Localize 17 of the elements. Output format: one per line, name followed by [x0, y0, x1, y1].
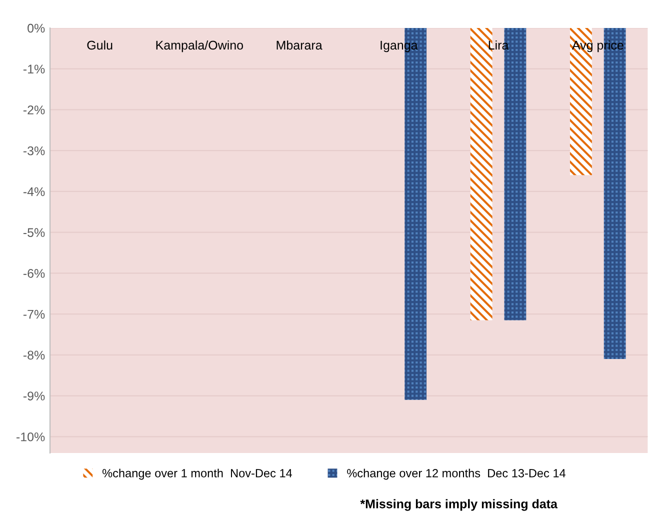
y-tick-label: -5% [23, 228, 45, 237]
legend-label: %change over 1 month Nov-Dec 14 [102, 468, 292, 480]
x-tick-label: Mbarara [276, 40, 322, 50]
y-tick-label: -2% [23, 106, 45, 114]
y-tick-label: -7% [23, 310, 45, 319]
legend-label: %change over 12 months Dec 13-Dec 14 [347, 468, 566, 480]
y-tick-label: -1% [23, 64, 45, 74]
y-tick-label: -9% [23, 392, 45, 400]
text: *Missing bars imply missing data [360, 499, 558, 511]
y-tick-label: 0% [28, 24, 45, 33]
y-tick-label: -4% [23, 187, 45, 196]
y-tick-label: -3% [23, 146, 45, 156]
x-tick-label: Kampala/Owino [156, 40, 244, 52]
y-tick-label: -6% [23, 268, 45, 278]
y-tick-label: -8% [23, 350, 45, 360]
x-tick-label: Gulu [87, 40, 112, 50]
y-tick-label: -10% [16, 432, 45, 442]
